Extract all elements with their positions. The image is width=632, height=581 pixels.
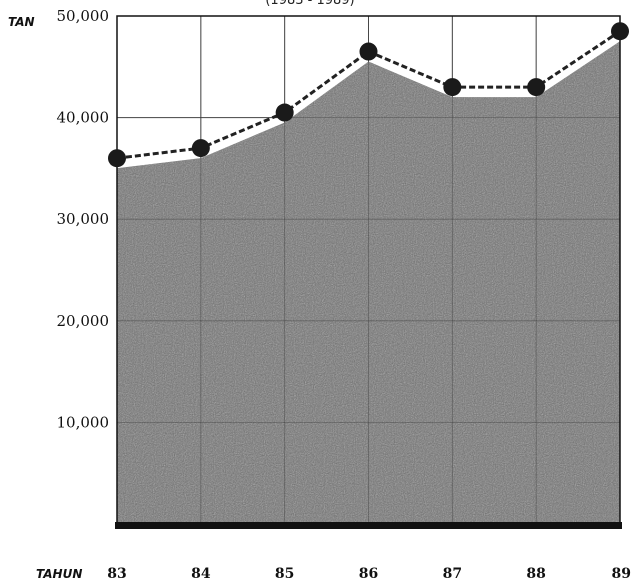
x-tick-label: 83 [107, 566, 126, 581]
y-tick-label: 20,000 [57, 312, 110, 330]
y-tick-label: 40,000 [57, 109, 110, 127]
x-tick-label: 85 [275, 566, 294, 581]
data-point-marker [275, 103, 294, 122]
area-fill [117, 41, 620, 525]
x-tick-label: 84 [191, 566, 211, 581]
y-tick-label: 50,000 [57, 7, 110, 25]
data-point-marker [359, 42, 378, 61]
data-point-marker [443, 78, 462, 97]
y-tick-label: 30,000 [57, 210, 110, 228]
series-markers [108, 22, 629, 168]
x-tick-label: 89 [612, 566, 631, 581]
chart-subtitle: (1983 - 1989) [265, 0, 354, 8]
y-tick-label: 10,000 [57, 413, 110, 431]
baseline-bar [115, 522, 622, 529]
y-tick-labels: 10,000 20,000 30,000 40,000 50,000 [57, 7, 110, 431]
x-tick-labels: 83 84 85 86 87 88 89 [107, 566, 631, 581]
y-axis-label: TAN [8, 15, 35, 29]
x-axis-label: TAHUN [36, 567, 82, 581]
data-point-marker [191, 139, 210, 158]
x-tick-label: 88 [526, 566, 545, 581]
data-point-marker [527, 78, 546, 97]
data-point-marker [108, 149, 126, 168]
x-tick-label: 87 [443, 566, 462, 581]
x-tick-label: 86 [359, 566, 378, 581]
data-point-marker [611, 22, 629, 41]
